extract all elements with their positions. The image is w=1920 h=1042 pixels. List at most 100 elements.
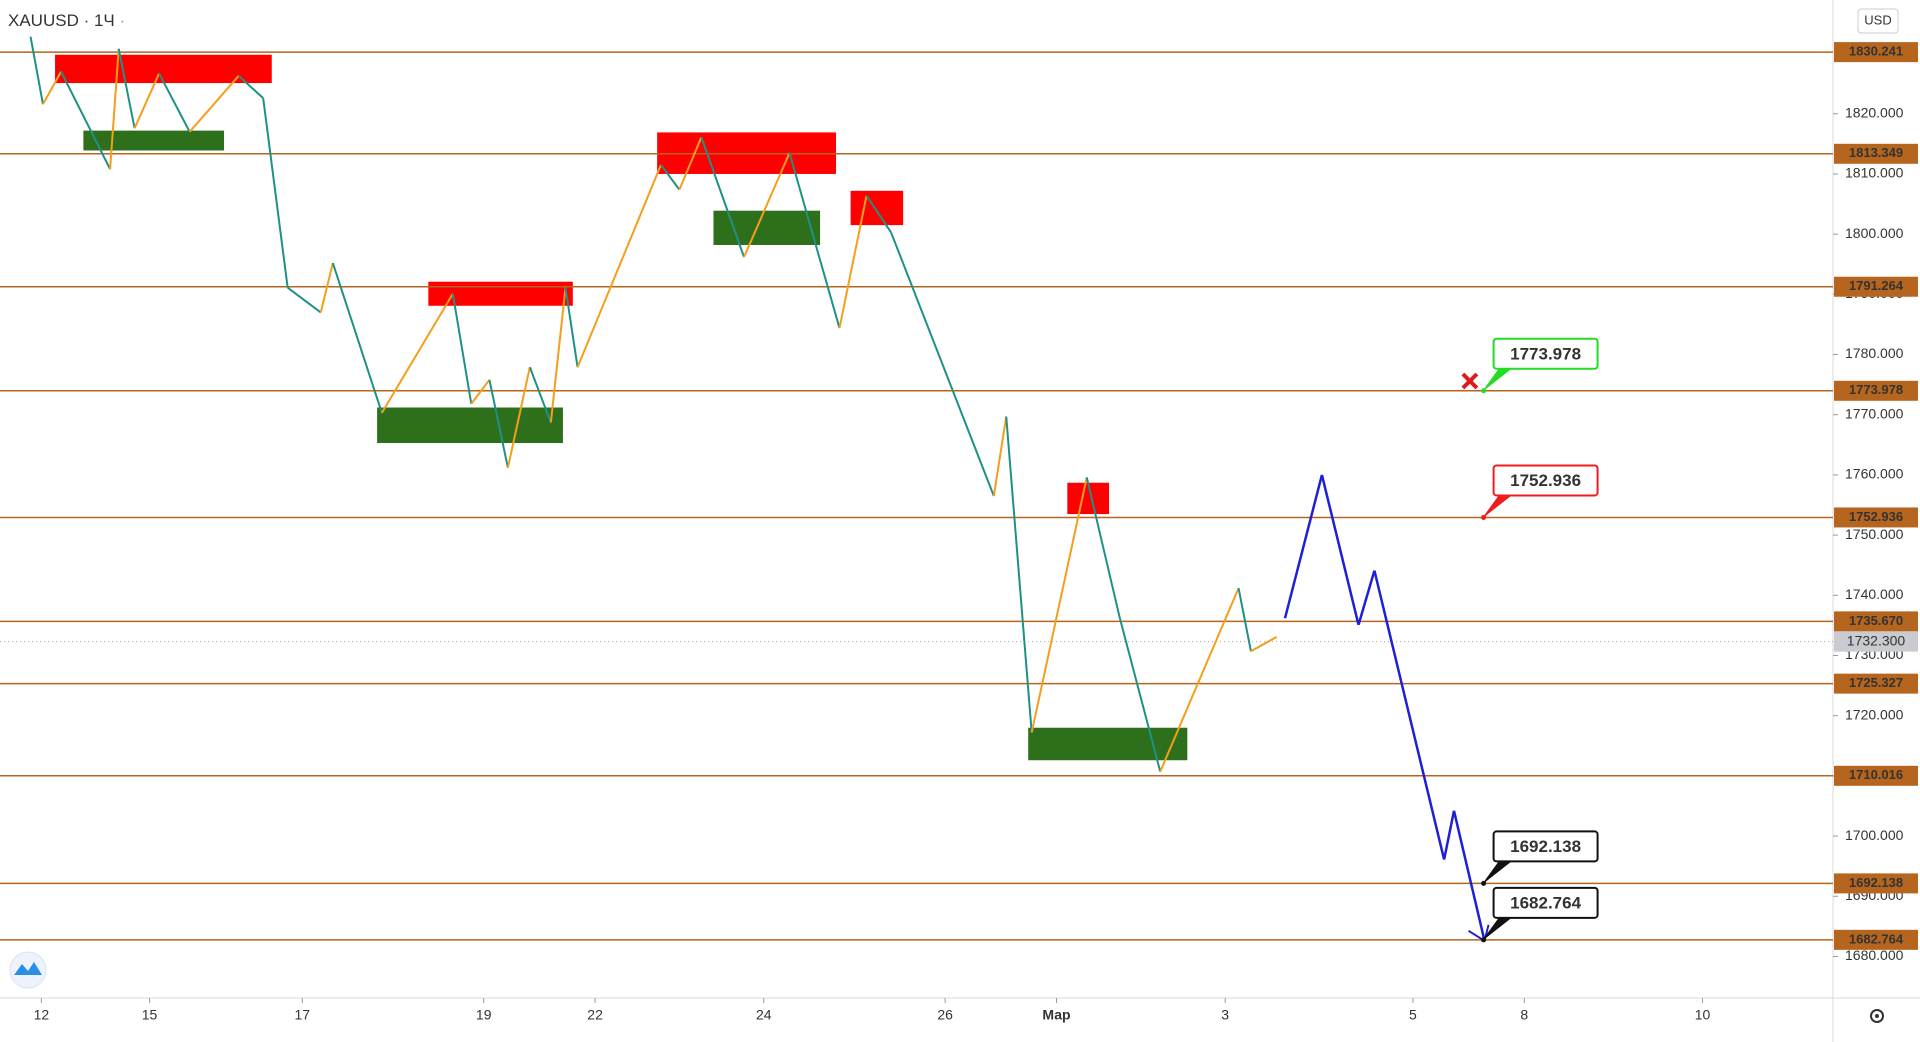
callout-anchor (1481, 514, 1487, 520)
zone (713, 210, 821, 245)
zone (377, 407, 563, 444)
currency-button[interactable] (1857, 8, 1899, 34)
price-segment (158, 72, 191, 133)
currency[interactable]: USD (1864, 12, 1891, 27)
price-segment (660, 164, 681, 191)
price-segment (1118, 617, 1162, 772)
x-tick-label: 15 (142, 1007, 158, 1023)
price-segment (470, 379, 491, 405)
level-box (1834, 42, 1918, 63)
tv-logo (9, 951, 47, 989)
y-tick-label: 1800.000 (1845, 225, 1904, 241)
callout-label: 1682.764 (1510, 893, 1581, 912)
price-segment (451, 293, 473, 405)
x-tick-label: 12 (34, 1007, 50, 1023)
level-box (1834, 380, 1918, 401)
callout-box (1492, 886, 1599, 919)
price-segment (1320, 474, 1360, 626)
price-segment (133, 73, 161, 129)
price-segment (117, 48, 136, 129)
level-box (1834, 765, 1918, 786)
price-segment (506, 366, 531, 468)
callout-box (1492, 337, 1599, 370)
level-label: 1692.138 (1849, 875, 1903, 890)
current-price-box (1834, 631, 1918, 652)
cancel-marker (1461, 372, 1479, 390)
price-segment (331, 262, 383, 414)
price-segment (1159, 587, 1240, 773)
callout-anchor (1481, 880, 1487, 886)
x-tick-label: 17 (295, 1007, 311, 1023)
price-segment (1357, 570, 1376, 626)
price-segment (29, 36, 44, 105)
level-label: 1791.264 (1849, 278, 1904, 293)
zone (1067, 482, 1110, 515)
y-tick-label: 1700.000 (1845, 827, 1904, 843)
zone (55, 54, 272, 84)
settings-icon[interactable] (1870, 1009, 1884, 1023)
x-tick-label: 10 (1695, 1007, 1711, 1023)
level-box (1834, 873, 1918, 894)
price-segment (237, 75, 264, 99)
level-label: 1725.327 (1849, 675, 1903, 690)
price-segment (865, 195, 892, 233)
level-label: 1735.670 (1849, 613, 1903, 628)
symbol: XAUUSD (8, 11, 79, 30)
price-segment (287, 286, 322, 314)
interval: 1Ч (94, 11, 115, 30)
callout-anchor (1481, 388, 1487, 394)
separator: · (79, 11, 94, 30)
price-segment (700, 136, 745, 258)
level-box (1834, 276, 1918, 297)
price-segment (890, 231, 995, 497)
callout-anchor (1481, 937, 1487, 943)
price-segment (188, 75, 240, 133)
level-box (1834, 673, 1918, 694)
price-segment (1030, 477, 1088, 733)
level-label: 1682.764 (1849, 931, 1904, 946)
level-box (1834, 929, 1918, 950)
price-segment (488, 379, 509, 468)
price-segment (1283, 474, 1324, 619)
price-segment (528, 366, 552, 423)
y-tick-label: 1760.000 (1845, 466, 1904, 482)
price-segment (1373, 570, 1446, 860)
price-segment (1237, 587, 1252, 652)
y-tick-label: 1820.000 (1845, 104, 1904, 120)
price-segment (549, 287, 567, 423)
level-label: 1773.978 (1849, 382, 1903, 397)
y-tick-label: 1770.000 (1845, 405, 1904, 421)
zone (83, 130, 225, 151)
level-box (1834, 611, 1918, 632)
x-tick-label: 5 (1409, 1007, 1417, 1023)
price-segment (788, 152, 841, 329)
level-label: 1813.349 (1849, 145, 1903, 160)
level-label: 1830.241 (1849, 44, 1903, 59)
callout-box (1492, 830, 1599, 863)
separator: · (115, 11, 125, 30)
y-tick-label: 1740.000 (1845, 586, 1904, 602)
price-segment (42, 71, 62, 105)
price-segment (60, 71, 112, 170)
y-tick-label: 1810.000 (1845, 165, 1904, 181)
price-segment (262, 97, 289, 288)
symbol-header: XAUUSD · 1Ч · (8, 11, 125, 30)
y-tick-label: 1750.000 (1845, 526, 1904, 542)
x-tick-label: 8 (1520, 1007, 1528, 1023)
callout-label: 1773.978 (1510, 344, 1581, 363)
x-tick-label: 3 (1221, 1007, 1229, 1023)
callout-box (1492, 464, 1599, 497)
y-tick-label: 1780.000 (1845, 345, 1904, 361)
price-segment (381, 293, 454, 414)
price-segment (1442, 810, 1456, 860)
price-segment (564, 287, 579, 368)
price-segment (1085, 477, 1121, 619)
x-tick-label: 22 (587, 1007, 603, 1023)
callout-label: 1692.138 (1510, 837, 1581, 856)
price-segment (743, 152, 791, 258)
y-tick-label: 1680.000 (1845, 947, 1904, 963)
price-segment (1005, 416, 1033, 733)
y-tick-label: 1720.000 (1845, 706, 1904, 722)
